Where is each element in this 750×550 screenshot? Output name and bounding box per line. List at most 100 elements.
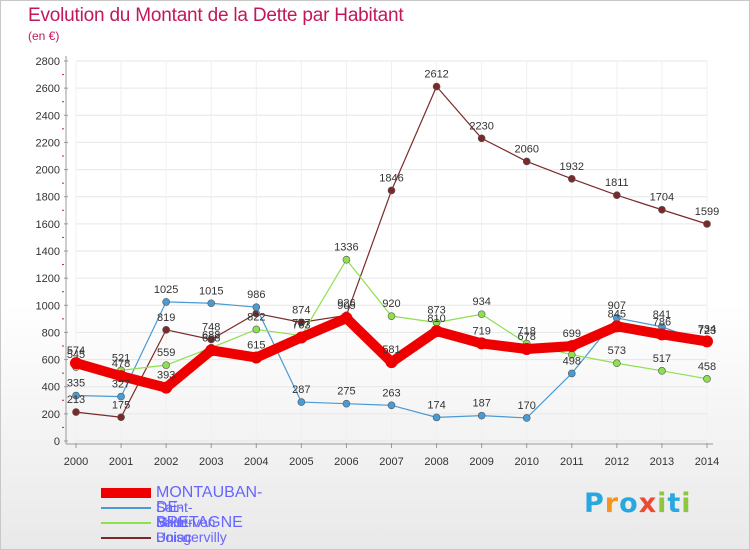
data-point-saint-m-hervon — [342, 399, 351, 408]
y-tick-label: 1400 — [36, 246, 60, 258]
data-label-boisgervilly: 874 — [292, 304, 310, 316]
y-tick-label: 200 — [42, 409, 60, 421]
x-tick-label: 2007 — [379, 456, 403, 468]
data-label-saint-uniac: 559 — [157, 347, 175, 359]
data-label-montauban-de-bretagne: 478 — [112, 358, 130, 370]
data-label-boisgervilly: 748 — [202, 321, 220, 333]
data-label-saint-uniac: 521 — [112, 352, 130, 364]
x-tick-label: 2013 — [650, 456, 674, 468]
line-chart: 0 200 400 600 800 1000 1200 1400 1600 1800 2000 220… — [36, 56, 719, 468]
data-point-montauban-de-bretagne — [70, 357, 82, 370]
data-point-saint-uniac — [477, 310, 486, 319]
data-point-saint-m-hervon — [117, 392, 125, 401]
data-point-boisgervilly — [432, 82, 441, 91]
data-label-montauban-de-bretagne: 845 — [608, 308, 626, 320]
data-label-boisgervilly: 2612 — [424, 69, 448, 81]
data-point-saint-m-hervon — [162, 298, 170, 306]
data-point-montauban-de-bretagne — [430, 325, 443, 338]
data-point-saint-m-hervon — [72, 391, 80, 400]
data-point-boisgervilly — [522, 157, 531, 166]
data-label-boisgervilly: 1811 — [605, 177, 629, 189]
proxiti-logo: Proxiti — [584, 488, 692, 519]
data-label-boisgervilly: 2060 — [514, 143, 538, 155]
data-label-saint-uniac: 934 — [472, 296, 490, 308]
data-label-montauban-de-bretagne: 719 — [472, 325, 490, 337]
data-point-boisgervilly — [387, 186, 396, 195]
data-point-saint-m-hervon — [432, 413, 441, 422]
data-point-boisgervilly — [477, 134, 486, 143]
x-tick-label: 2006 — [334, 456, 358, 468]
data-point-boisgervilly — [162, 326, 170, 334]
data-label-saint-m-hervon: 723 — [698, 325, 716, 337]
y-tick-label: 600 — [42, 355, 60, 367]
data-label-montauban-de-bretagne: 786 — [653, 316, 671, 328]
data-label-boisgervilly: 2230 — [469, 120, 493, 132]
logo-letter: i — [681, 488, 692, 519]
data-label-saint-m-hervon: 1025 — [154, 284, 178, 296]
data-point-boisgervilly — [297, 318, 306, 327]
data-label-saint-uniac: 545 — [67, 349, 85, 361]
x-tick-label: 2005 — [289, 456, 313, 468]
chart-title: Evolution du Montant de la Dette par Hab… — [28, 5, 404, 26]
data-label-saint-m-hervon: 1015 — [199, 285, 223, 297]
x-tick-label: 2001 — [109, 456, 133, 468]
data-label-montauban-de-bretagne: 810 — [427, 313, 445, 325]
data-label-saint-uniac: 920 — [382, 298, 400, 310]
data-point-saint-m-hervon — [252, 303, 261, 311]
legend-swatch-saint-uniac — [101, 522, 151, 524]
logo-letter: t — [667, 488, 682, 519]
data-label-montauban-de-bretagne: 393 — [157, 370, 175, 382]
data-point-montauban-de-bretagne — [520, 342, 533, 355]
y-tick-label: 2000 — [36, 165, 60, 177]
legend-label-saint-mhervon: Saint-M'Hervon — [156, 499, 216, 530]
data-label-boisgervilly: 926 — [337, 297, 355, 309]
data-point-saint-uniac — [387, 312, 396, 320]
data-label-boisgervilly: 1846 — [379, 172, 403, 184]
x-tick-label: 2003 — [199, 456, 223, 468]
x-tick-label: 2011 — [560, 456, 584, 468]
data-point-saint-m-hervon — [207, 299, 216, 308]
x-tick-label: 2012 — [605, 456, 629, 468]
data-label-saint-m-hervon: 335 — [67, 378, 85, 390]
data-label-saint-uniac: 458 — [698, 361, 716, 373]
data-label-montauban-de-bretagne: 763 — [292, 319, 310, 331]
data-point-saint-m-hervon — [567, 369, 576, 378]
data-point-boisgervilly — [72, 408, 80, 416]
y-tick-label: 2200 — [36, 137, 60, 149]
data-label-saint-uniac: 777 — [292, 318, 310, 330]
data-label-saint-uniac: 1336 — [334, 242, 358, 254]
data-label-montauban-de-bretagne: 678 — [518, 331, 536, 343]
data-label-saint-uniac: 517 — [653, 353, 671, 365]
y-tick-label: 2400 — [36, 110, 60, 122]
data-label-montauban-de-bretagne: 734 — [698, 323, 716, 335]
data-label-montauban-de-bretagne: 668 — [202, 332, 220, 344]
x-tick-label: 2008 — [424, 456, 448, 468]
data-point-saint-m-hervon — [387, 401, 396, 410]
y-tick-label: 1200 — [36, 273, 60, 285]
data-point-montauban-de-bretagne — [205, 344, 218, 357]
y-tick-label: 800 — [42, 327, 60, 339]
data-point-boisgervilly — [117, 413, 125, 422]
data-point-saint-m-hervon — [522, 414, 531, 422]
data-label-boisgervilly: 1704 — [650, 192, 674, 204]
logo-letter: x — [638, 488, 658, 519]
data-label-boisgervilly: 819 — [157, 312, 175, 324]
logo-letter: i — [657, 488, 668, 519]
data-label-boisgervilly: 175 — [112, 399, 130, 411]
data-point-boisgervilly — [567, 175, 576, 183]
data-point-montauban-de-bretagne — [115, 370, 128, 383]
data-label-saint-uniac: 873 — [427, 305, 445, 317]
labels-layer: 213 175 819 748 874 926 1846 2612 2230 2060 1932 18… — [67, 69, 719, 412]
legend-label-saint-uniac: Saint-Uniac — [156, 514, 193, 545]
data-point-boisgervilly — [207, 335, 216, 344]
data-point-saint-uniac — [342, 255, 351, 264]
data-point-saint-uniac — [252, 325, 261, 334]
data-label-montauban-de-bretagne: 581 — [382, 344, 400, 356]
data-point-saint-uniac — [613, 359, 621, 368]
data-point-montauban-de-bretagne — [295, 331, 308, 344]
data-point-boisgervilly — [703, 220, 711, 228]
data-label-saint-m-hervon: 986 — [247, 289, 265, 301]
data-label-saint-uniac: 573 — [608, 345, 626, 357]
data-label-saint-m-hervon: 287 — [292, 384, 310, 396]
